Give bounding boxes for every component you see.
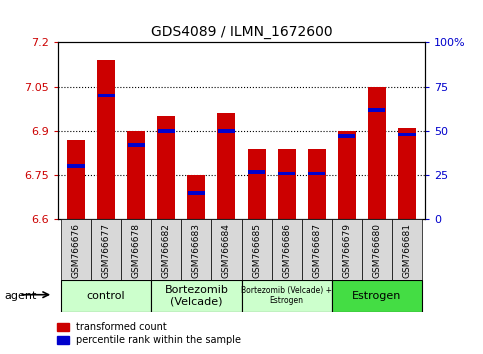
- Bar: [332, 219, 362, 283]
- Bar: [97, 60, 115, 219]
- Bar: [61, 280, 151, 312]
- Bar: [157, 116, 175, 219]
- Bar: [151, 280, 242, 312]
- Text: GSM766682: GSM766682: [162, 223, 171, 278]
- Bar: [278, 149, 296, 219]
- Text: GSM766685: GSM766685: [252, 223, 261, 278]
- Text: GSM766677: GSM766677: [101, 223, 111, 278]
- Bar: [68, 165, 85, 168]
- Text: Bortezomib (Velcade) +
Estrogen: Bortezomib (Velcade) + Estrogen: [241, 286, 332, 305]
- Bar: [368, 87, 386, 219]
- Text: GSM766684: GSM766684: [222, 223, 231, 278]
- Bar: [217, 113, 236, 219]
- Text: Bortezomib
(Velcade): Bortezomib (Velcade): [164, 285, 228, 307]
- Bar: [158, 129, 175, 133]
- Bar: [362, 219, 392, 283]
- Bar: [188, 191, 205, 195]
- Bar: [242, 219, 271, 283]
- Bar: [218, 129, 235, 133]
- Bar: [247, 149, 266, 219]
- Text: Estrogen: Estrogen: [352, 291, 401, 301]
- Legend: transformed count, percentile rank within the sample: transformed count, percentile rank withi…: [53, 319, 245, 349]
- Bar: [61, 219, 91, 283]
- Text: GSM766679: GSM766679: [342, 223, 351, 278]
- Text: GSM766681: GSM766681: [402, 223, 412, 278]
- Bar: [398, 133, 415, 136]
- Bar: [308, 172, 325, 175]
- Bar: [151, 219, 181, 283]
- Bar: [278, 172, 295, 175]
- Bar: [242, 280, 332, 312]
- Text: GSM766683: GSM766683: [192, 223, 201, 278]
- Bar: [187, 175, 205, 219]
- Text: GSM766687: GSM766687: [312, 223, 321, 278]
- Bar: [121, 219, 151, 283]
- Bar: [91, 219, 121, 283]
- Bar: [308, 149, 326, 219]
- Bar: [212, 219, 242, 283]
- Bar: [67, 140, 85, 219]
- Text: GSM766676: GSM766676: [71, 223, 81, 278]
- Bar: [338, 135, 355, 138]
- Text: GSM766680: GSM766680: [372, 223, 382, 278]
- Bar: [271, 219, 302, 283]
- Bar: [302, 219, 332, 283]
- Bar: [398, 128, 416, 219]
- Text: GSM766678: GSM766678: [132, 223, 141, 278]
- Bar: [338, 131, 356, 219]
- Bar: [128, 143, 145, 147]
- Bar: [181, 219, 212, 283]
- Bar: [332, 280, 422, 312]
- Title: GDS4089 / ILMN_1672600: GDS4089 / ILMN_1672600: [151, 25, 332, 39]
- Text: GSM766686: GSM766686: [282, 223, 291, 278]
- Bar: [98, 94, 114, 97]
- Bar: [127, 131, 145, 219]
- Text: control: control: [87, 291, 126, 301]
- Text: agent: agent: [5, 291, 37, 301]
- Bar: [248, 170, 265, 173]
- Bar: [369, 108, 385, 112]
- Bar: [392, 219, 422, 283]
